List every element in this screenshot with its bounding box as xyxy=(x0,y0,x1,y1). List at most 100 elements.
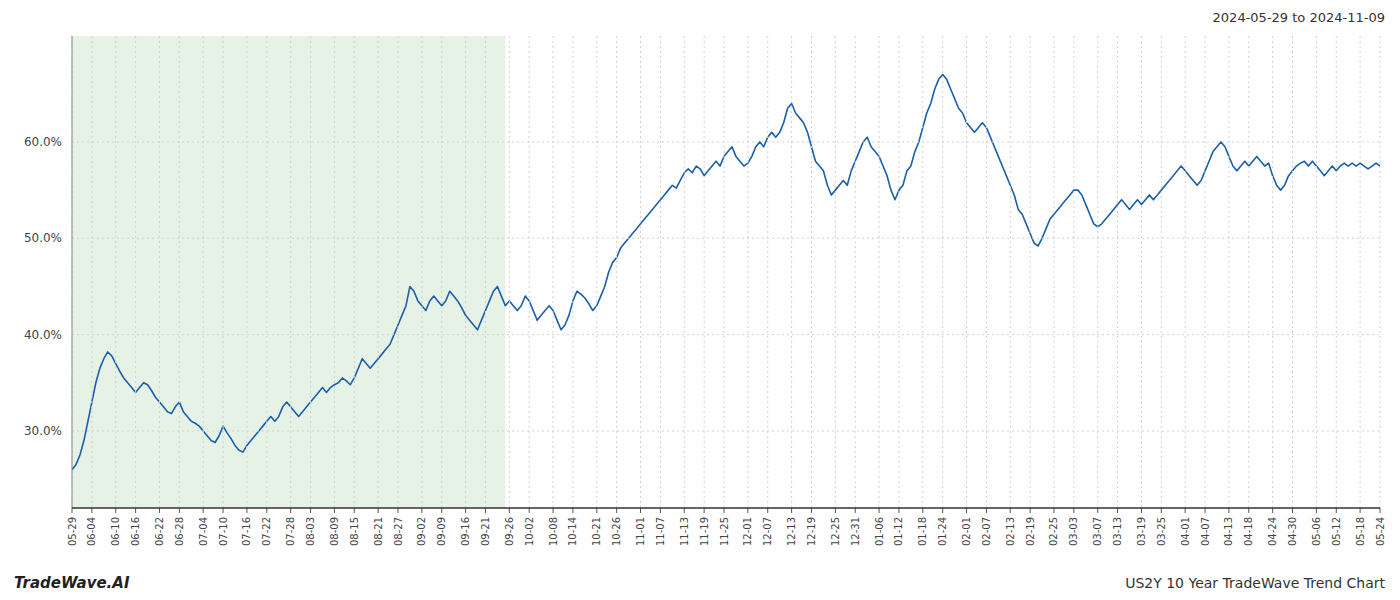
x-tick-label: 05-29 xyxy=(67,517,78,546)
x-grid-line xyxy=(942,36,943,508)
x-tick-label: 12-25 xyxy=(830,517,841,546)
x-grid-line xyxy=(1292,36,1293,508)
x-grid-line xyxy=(135,36,136,508)
x-tick-label: 09-21 xyxy=(480,517,491,546)
x-tick-label: 05-24 xyxy=(1375,517,1386,546)
y-grid-line xyxy=(72,141,1380,142)
x-tick-label: 05-12 xyxy=(1331,517,1342,546)
x-grid-line xyxy=(1380,36,1381,508)
x-tick-label: 04-07 xyxy=(1200,517,1211,546)
x-tick-label: 01-12 xyxy=(893,517,904,546)
x-grid-line xyxy=(660,36,661,508)
x-tick-label: 07-04 xyxy=(198,517,209,546)
x-tick-label: 03-07 xyxy=(1092,517,1103,546)
x-tick-label: 04-30 xyxy=(1287,517,1298,546)
x-grid-line xyxy=(811,36,812,508)
x-grid-line xyxy=(1336,36,1337,508)
x-grid-line xyxy=(529,36,530,508)
x-grid-line xyxy=(1161,36,1162,508)
x-tick-label: 02-25 xyxy=(1048,517,1059,546)
annotation: TradeWave.AI xyxy=(14,574,130,592)
grid xyxy=(72,36,1380,508)
x-grid-line xyxy=(1030,36,1031,508)
x-tick-label: 05-18 xyxy=(1355,517,1366,546)
x-tick-label: 12-07 xyxy=(762,517,773,546)
x-grid-line xyxy=(704,36,705,508)
x-grid-line xyxy=(1141,36,1142,508)
x-axis-line xyxy=(72,507,1380,509)
x-axis: 05-2906-0406-1006-1606-2206-2807-0407-10… xyxy=(67,508,1386,546)
chart: 30.0%40.0%50.0%60.0%05-2906-0406-1006-16… xyxy=(0,0,1400,600)
x-grid-line xyxy=(724,36,725,508)
x-tick-label: 05-06 xyxy=(1311,517,1322,546)
x-tick-label: 12-01 xyxy=(742,517,753,546)
y-grid-line xyxy=(72,238,1380,239)
x-grid-line xyxy=(1073,36,1074,508)
x-tick-label: 06-22 xyxy=(154,517,165,546)
x-tick-label: 09-02 xyxy=(416,517,427,546)
title: US2Y 10 Year TradeWave Trend Chart xyxy=(1125,575,1385,591)
x-tick-label: 03-25 xyxy=(1156,517,1167,546)
x-grid-line xyxy=(1185,36,1186,508)
x-tick-label: 02-07 xyxy=(981,517,992,546)
x-grid-line xyxy=(465,36,466,508)
x-grid-line xyxy=(354,36,355,508)
x-tick-label: 04-01 xyxy=(1180,517,1191,546)
x-tick-label: 03-03 xyxy=(1068,517,1079,546)
x-grid-line xyxy=(553,36,554,508)
x-grid-line xyxy=(398,36,399,508)
x-tick-label: 03-13 xyxy=(1112,517,1123,546)
x-tick-label: 03-19 xyxy=(1136,517,1147,546)
x-grid-line xyxy=(1360,36,1361,508)
x-tick-label: 02-13 xyxy=(1005,517,1016,546)
x-grid-line xyxy=(310,36,311,508)
x-grid-line xyxy=(223,36,224,508)
x-tick-label: 06-10 xyxy=(110,517,121,546)
y-tick-label: 50.0% xyxy=(24,231,62,245)
x-grid-line xyxy=(290,36,291,508)
x-grid-line xyxy=(966,36,967,508)
x-tick-label: 12-13 xyxy=(786,517,797,546)
x-tick-label: 04-18 xyxy=(1243,517,1254,546)
trend-line xyxy=(72,75,1380,470)
x-tick-label: 11-01 xyxy=(635,517,646,546)
x-grid-line xyxy=(485,36,486,508)
x-tick-label: 09-09 xyxy=(436,517,447,546)
x-grid-line xyxy=(747,36,748,508)
x-grid-line xyxy=(596,36,597,508)
x-grid-line xyxy=(616,36,617,508)
x-tick-label: 09-16 xyxy=(460,517,471,546)
x-tick-label: 08-15 xyxy=(349,517,360,546)
x-grid-line xyxy=(509,36,510,508)
x-grid-line xyxy=(72,36,73,508)
x-tick-label: 07-22 xyxy=(261,517,272,546)
x-grid-line xyxy=(1228,36,1229,508)
x-grid-line xyxy=(441,36,442,508)
x-grid-line xyxy=(203,36,204,508)
y-axis-line xyxy=(72,36,73,508)
subtitle: 2024-05-29 to 2024-11-09 xyxy=(1213,10,1385,25)
x-tick-label: 11-13 xyxy=(679,517,690,546)
y-tick-label: 60.0% xyxy=(24,135,62,149)
x-tick-label: 10-02 xyxy=(524,517,535,546)
x-tick-label: 08-09 xyxy=(329,517,340,546)
x-tick-label: 01-06 xyxy=(874,517,885,546)
x-tick-label: 10-26 xyxy=(611,517,622,546)
x-grid-line xyxy=(1053,36,1054,508)
x-grid-line xyxy=(1248,36,1249,508)
x-tick-label: 10-08 xyxy=(548,517,559,546)
x-tick-label: 02-19 xyxy=(1025,517,1036,546)
x-grid-line xyxy=(791,36,792,508)
y-grid-line xyxy=(72,334,1380,335)
x-tick-label: 10-14 xyxy=(567,517,578,546)
x-grid-line xyxy=(421,36,422,508)
x-grid-line xyxy=(378,36,379,508)
x-grid-line xyxy=(334,36,335,508)
x-tick-label: 09-26 xyxy=(504,517,515,546)
x-tick-label: 06-28 xyxy=(174,517,185,546)
x-grid-line xyxy=(640,36,641,508)
x-tick-label: 04-13 xyxy=(1223,517,1234,546)
x-tick-label: 06-04 xyxy=(86,517,97,546)
x-grid-line xyxy=(922,36,923,508)
x-grid-line xyxy=(1316,36,1317,508)
